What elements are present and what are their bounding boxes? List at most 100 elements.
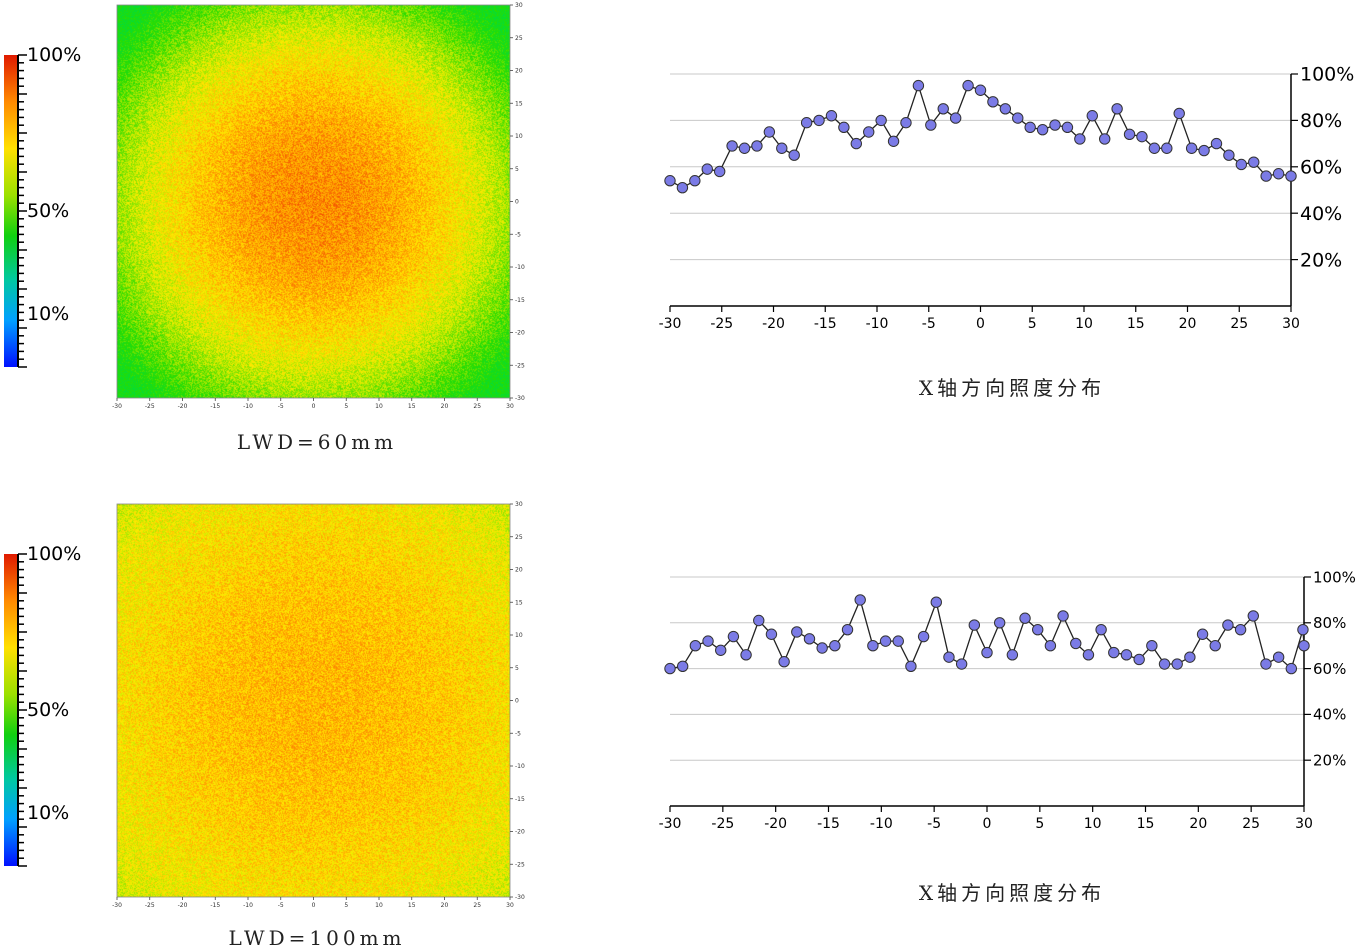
- data-point: [1298, 640, 1310, 652]
- data-point: [1210, 137, 1223, 150]
- heatmap-x-tick: -20: [178, 902, 188, 909]
- chart-caption: X轴方向照度分布: [918, 881, 1106, 905]
- colorbar-bottom: 100% 50% 10%: [4, 544, 81, 867]
- data-point: [887, 135, 900, 147]
- data-point: [863, 126, 875, 138]
- data-point: [676, 181, 689, 194]
- data-point: [1272, 168, 1285, 180]
- heatmap-x-tick: -15: [210, 403, 220, 410]
- data-point: [1133, 653, 1145, 666]
- heatmap-axes: -30 -25 -20 -15 -10 -5 0 5 10 15 20 25 30 30 25 20 15 10 5…: [112, 501, 525, 909]
- heatmap-x-tick: 25: [473, 403, 481, 410]
- data-point: [776, 142, 788, 154]
- data-point: [1136, 130, 1148, 143]
- data-point: [999, 103, 1012, 115]
- data-point: [701, 163, 713, 175]
- heatmap-x-tick: -10: [243, 902, 253, 909]
- data-point: [1099, 133, 1111, 145]
- heatmap-top: -30 -25 -20 -15 -10 -5 0 5 10 15 20 25 30 30 25 20 15 10 5…: [108, 0, 528, 412]
- x-tick-label: 30: [1295, 816, 1313, 832]
- data-point: [1247, 610, 1259, 622]
- data-point: [1222, 619, 1234, 631]
- data-point: [949, 112, 962, 124]
- data-point: [1184, 651, 1196, 663]
- data-point: [1185, 142, 1198, 154]
- data-point: [850, 137, 863, 150]
- heatmap-y-tick: 20: [515, 68, 523, 75]
- data-point: [1260, 658, 1272, 670]
- series-line: [669, 83, 1292, 189]
- heatmap-y-tick: -20: [515, 829, 525, 836]
- heatmap-x-tick: 5: [344, 403, 348, 410]
- x-tick-label: 20: [1179, 316, 1197, 332]
- data-point: [1111, 103, 1123, 115]
- heatmap-x-tick: 30: [506, 902, 514, 909]
- data-point: [1260, 170, 1272, 182]
- data-point: [813, 114, 825, 127]
- heatmap-y-tick: 25: [515, 534, 523, 541]
- data-point: [1272, 651, 1285, 663]
- x-tick-label: 25: [1242, 816, 1260, 832]
- x-tick-label: -20: [764, 816, 787, 832]
- data-point: [1006, 649, 1019, 661]
- data-point: [1198, 144, 1210, 157]
- x-tick-label: 5: [1028, 316, 1037, 332]
- x-tick-label: 20: [1189, 816, 1207, 832]
- data-point: [1120, 649, 1133, 661]
- heatmap-x-tick: -30: [112, 902, 122, 909]
- x-tick-label: -15: [817, 816, 840, 832]
- data-point: [1082, 649, 1095, 661]
- data-point: [676, 660, 689, 673]
- heatmap-y-tick: -15: [515, 796, 525, 803]
- colorbar-label: 10%: [27, 802, 69, 824]
- x-tick-label: -25: [710, 316, 733, 332]
- x-tick-label: -5: [922, 316, 936, 332]
- data-point: [867, 640, 879, 652]
- data-point: [1223, 149, 1235, 161]
- data-point: [1057, 610, 1069, 622]
- data-point: [1161, 142, 1173, 154]
- data-point: [962, 79, 974, 92]
- colorbar-label: 50%: [27, 699, 69, 721]
- heatmap-y-tick: 30: [515, 2, 523, 9]
- x-tick-label: 15: [1127, 316, 1145, 332]
- colorbar-gradient: [4, 55, 18, 367]
- data-point: [829, 640, 841, 652]
- x-tick-label: 30: [1282, 316, 1300, 332]
- y-tick-label: 20%: [1313, 751, 1346, 769]
- data-point: [1074, 133, 1086, 145]
- heatmap-y-tick: -10: [515, 763, 525, 770]
- data-point: [816, 642, 828, 654]
- heatmap-x-tick: 10: [375, 403, 383, 410]
- data-point: [803, 633, 816, 645]
- heatmap-y-tick: 5: [515, 166, 519, 173]
- heatmap-x-tick: 25: [473, 902, 481, 909]
- heatmap-caption: LWD=100mm: [228, 926, 406, 950]
- y-tick-label: 60%: [1313, 660, 1346, 678]
- data-point: [778, 656, 790, 668]
- heatmap-y-tick: -30: [515, 395, 525, 402]
- x-tick-label: -20: [762, 316, 785, 332]
- data-point: [937, 103, 949, 115]
- heatmap-y-tick: 10: [515, 632, 523, 639]
- heatmap-x-tick: -5: [278, 902, 284, 909]
- heatmap-caption: LWD=60mm: [236, 430, 398, 454]
- colorbar-top: 100% 50% 10%: [4, 45, 81, 368]
- heatmap-y-tick: 15: [515, 100, 523, 107]
- colorbar-label: 50%: [27, 200, 69, 222]
- heatmap-x-tick: -25: [145, 403, 155, 410]
- data-point: [800, 117, 813, 129]
- heatmap-y-tick: 25: [515, 35, 523, 42]
- heatmap-y-tick: -10: [515, 264, 525, 271]
- x-axis-illuminance-chart: 20% 40% 60% 80% 100% -30 -25 -20 -15 -10 -5 0 5 10 15 2…: [659, 64, 1355, 332]
- data-point: [1285, 170, 1297, 182]
- y-tick-label: 60%: [1300, 156, 1342, 178]
- data-point: [753, 614, 765, 627]
- data-point: [726, 140, 738, 152]
- x-tick-label: 15: [1137, 816, 1155, 832]
- data-point: [1171, 658, 1183, 670]
- heatmap-x-tick: 10: [375, 902, 383, 909]
- data-point: [955, 658, 968, 670]
- heatmap-x-tick: 30: [506, 403, 514, 410]
- data-point: [664, 662, 676, 675]
